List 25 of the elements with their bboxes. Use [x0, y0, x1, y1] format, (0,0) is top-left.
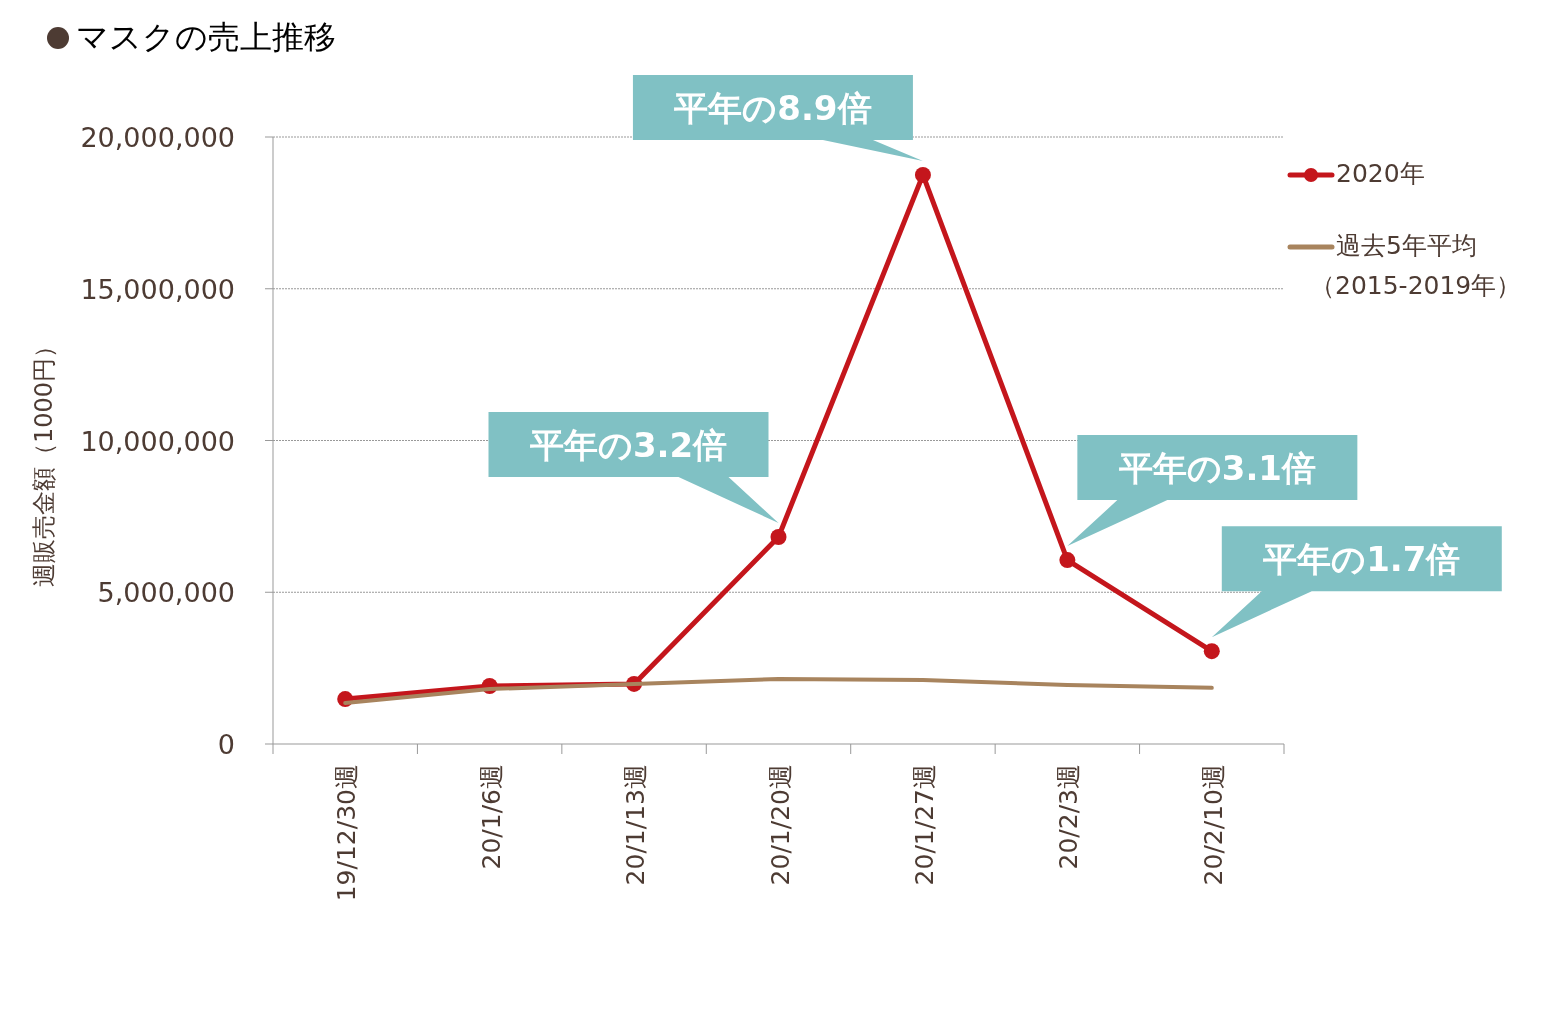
callout: 平年の8.9倍: [632, 75, 923, 161]
y-axis-title: 週販売金額（1000円）: [30, 333, 58, 588]
x-tick-label: 20/1/6週: [476, 764, 506, 870]
annotation: 平年の3.1倍: [1117, 447, 1316, 488]
y-tick-label: 0: [217, 729, 235, 760]
x-tick-label: 20/2/10週: [1198, 764, 1228, 886]
x-tick-label: 20/2/3週: [1054, 764, 1084, 870]
x-tick-label: 20/1/20週: [765, 764, 795, 886]
x-tick-label: 20/1/27週: [909, 764, 939, 886]
legend-label: 2020年: [1335, 158, 1426, 190]
y-tick-label: 15,000,000: [80, 273, 235, 305]
x-tick-label: 20/1/13週: [621, 764, 651, 886]
chart-title: マスクの売上推移: [76, 18, 336, 56]
annotation: 平年の8.9倍: [673, 87, 872, 128]
point: [1203, 643, 1220, 660]
y-tick-label: 5,000,000: [97, 577, 235, 609]
y-tick-label: 20,000,000: [80, 122, 235, 153]
point: [1059, 552, 1076, 569]
y-tick-label: 10,000,000: [80, 425, 235, 457]
callout: 平年の3.2倍: [488, 412, 779, 523]
annotation: 平年の3.2倍: [528, 424, 728, 465]
point: [770, 529, 787, 546]
x-tick-label: 19/12/30週: [332, 764, 362, 902]
point: [914, 166, 931, 183]
legend-label: 過去5年平均（2015-2019年）: [1310, 230, 1523, 302]
